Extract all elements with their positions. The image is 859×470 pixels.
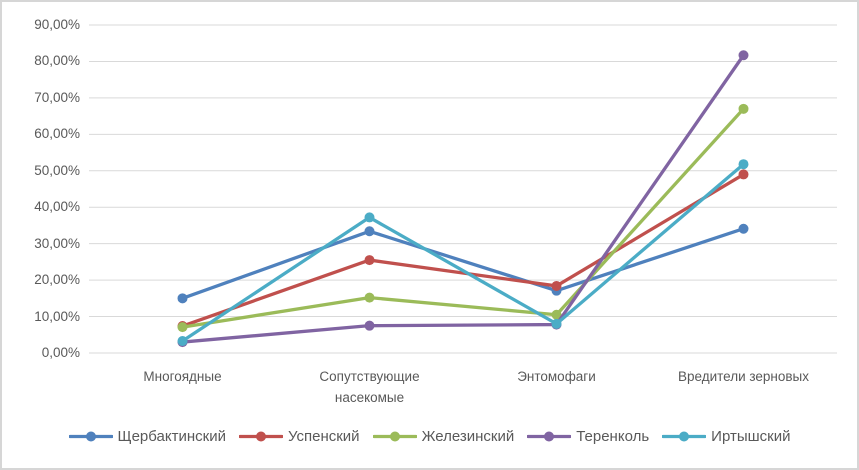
legend-marker-icon: [238, 431, 283, 442]
legend-label: Успенский: [287, 428, 360, 445]
y-axis-tick-label: 30,00%: [34, 235, 80, 251]
data-point-2: [738, 103, 749, 114]
x-axis-category-label: Многоядные: [143, 369, 222, 384]
y-axis-tick-label: 10,00%: [34, 308, 80, 324]
legend-item-3: Теренколь: [527, 428, 649, 445]
y-axis-tick-label: 90,00%: [34, 17, 80, 32]
x-axis-category-label: Сопутствующие насекомые: [319, 369, 420, 405]
legend-marker-icon: [662, 431, 707, 442]
x-axis-category-label: Вредители зерновых: [677, 369, 810, 384]
legend-label: Теренколь: [576, 428, 650, 445]
legend-item-4: Иртышский: [662, 428, 790, 445]
legend-item-1: Успенский: [238, 428, 360, 445]
y-axis-tick-label: 50,00%: [34, 162, 80, 178]
data-point-4: [364, 212, 375, 223]
series-line-4: [180, 162, 746, 343]
x-axis-category-label: Энтомофаги: [517, 369, 596, 384]
data-point-1: [551, 280, 562, 291]
data-point-0: [364, 226, 375, 237]
series-line-1: [180, 172, 746, 328]
data-point-3: [738, 50, 749, 61]
y-axis-tick-label: 0,00%: [41, 345, 80, 360]
data-point-0: [738, 223, 749, 234]
data-point-3: [364, 320, 375, 331]
data-point-2: [364, 292, 375, 303]
data-point-4: [177, 335, 188, 346]
y-axis-tick-label: 80,00%: [34, 53, 80, 69]
data-point-4: [738, 159, 749, 170]
data-point-1: [364, 255, 375, 266]
legend-label: Железинский: [421, 428, 515, 445]
legend: Щербактинский Успенский Железинский Теренко…: [2, 428, 857, 445]
legend-item-0: Щербактинский: [68, 428, 226, 445]
data-point-4: [551, 318, 562, 329]
series-line-2: [180, 107, 746, 329]
data-point-2: [177, 322, 188, 333]
legend-item-2: Железинский: [372, 428, 515, 445]
legend-label: Иртышский: [711, 428, 791, 445]
legend-marker-icon: [527, 431, 572, 442]
legend-marker-icon: [68, 431, 113, 442]
y-axis-tick-label: 60,00%: [34, 126, 80, 142]
series-line-0: [180, 227, 746, 300]
data-point-1: [738, 169, 749, 180]
legend-label: Щербактинский: [117, 428, 226, 445]
y-axis-tick-label: 70,00%: [34, 89, 80, 105]
series-line-3: [180, 53, 746, 344]
legend-marker-icon: [372, 431, 417, 442]
y-axis-tick-label: 20,00%: [34, 272, 80, 288]
y-axis-tick-label: 40,00%: [34, 199, 80, 215]
data-point-0: [177, 293, 188, 304]
data-point-2: [551, 309, 562, 320]
